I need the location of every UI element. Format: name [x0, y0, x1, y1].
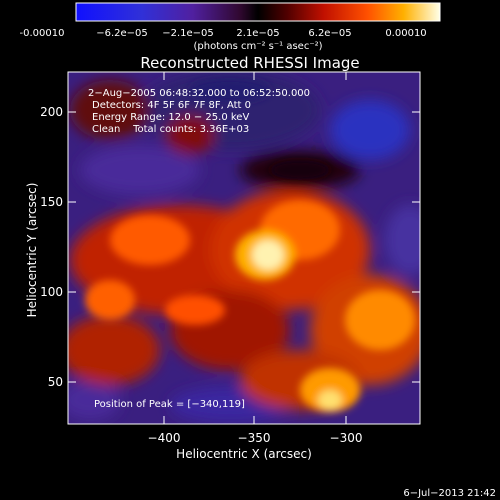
plot-title: Reconstructed RHESSI Image — [140, 54, 359, 72]
y-axis-label: Heliocentric Y (arcsec) — [25, 183, 39, 318]
peak-position: Position of Peak = [−340,119] — [94, 399, 245, 410]
colorbar-tick-label: 6.2e−05 — [308, 28, 351, 39]
colorbar-tick-label: −2.1e−05 — [162, 28, 214, 39]
x-tick-label: −400 — [148, 431, 181, 445]
x-tick-label: −300 — [330, 431, 363, 445]
rhessi-image — [68, 72, 420, 424]
info-detectors: Detectors: 4F 5F 6F 7F 8F, Att 0 — [92, 100, 251, 111]
info-method: Clean Total counts: 3.36E+03 — [92, 124, 249, 135]
y-tick-label: 50 — [48, 375, 63, 389]
x-axis-label: Heliocentric X (arcsec) — [176, 447, 312, 461]
axis-ticks: −400 −350 −300 200 150 100 50 — [40, 72, 420, 445]
timestamp: 6−Jul−2013 21:42 — [403, 488, 496, 499]
colorbar-tick-label: -0.00010 — [20, 28, 65, 39]
y-tick-label: 200 — [40, 105, 63, 119]
colorbar-tick-label: −6.2e−05 — [96, 28, 148, 39]
x-tick-label: −350 — [238, 431, 271, 445]
colorbar — [75, 2, 441, 22]
colorbar-tick-label: 2.1e−05 — [236, 28, 279, 39]
colorbar-units: (photons cm⁻² s⁻¹ asec⁻²) — [193, 41, 322, 52]
y-tick-label: 100 — [40, 285, 63, 299]
colorbar-ticks: -0.00010 −6.2e−05 −2.1e−05 2.1e−05 6.2e−05 0.… — [20, 28, 427, 39]
info-time-range: 2−Aug−2005 06:48:32.000 to 06:52:50.000 — [88, 88, 310, 99]
colorbar-tick-label: 0.00010 — [385, 28, 426, 39]
y-tick-label: 150 — [40, 195, 63, 209]
plot-frame — [67, 71, 421, 425]
info-energy: Energy Range: 12.0 − 25.0 keV — [92, 112, 249, 123]
